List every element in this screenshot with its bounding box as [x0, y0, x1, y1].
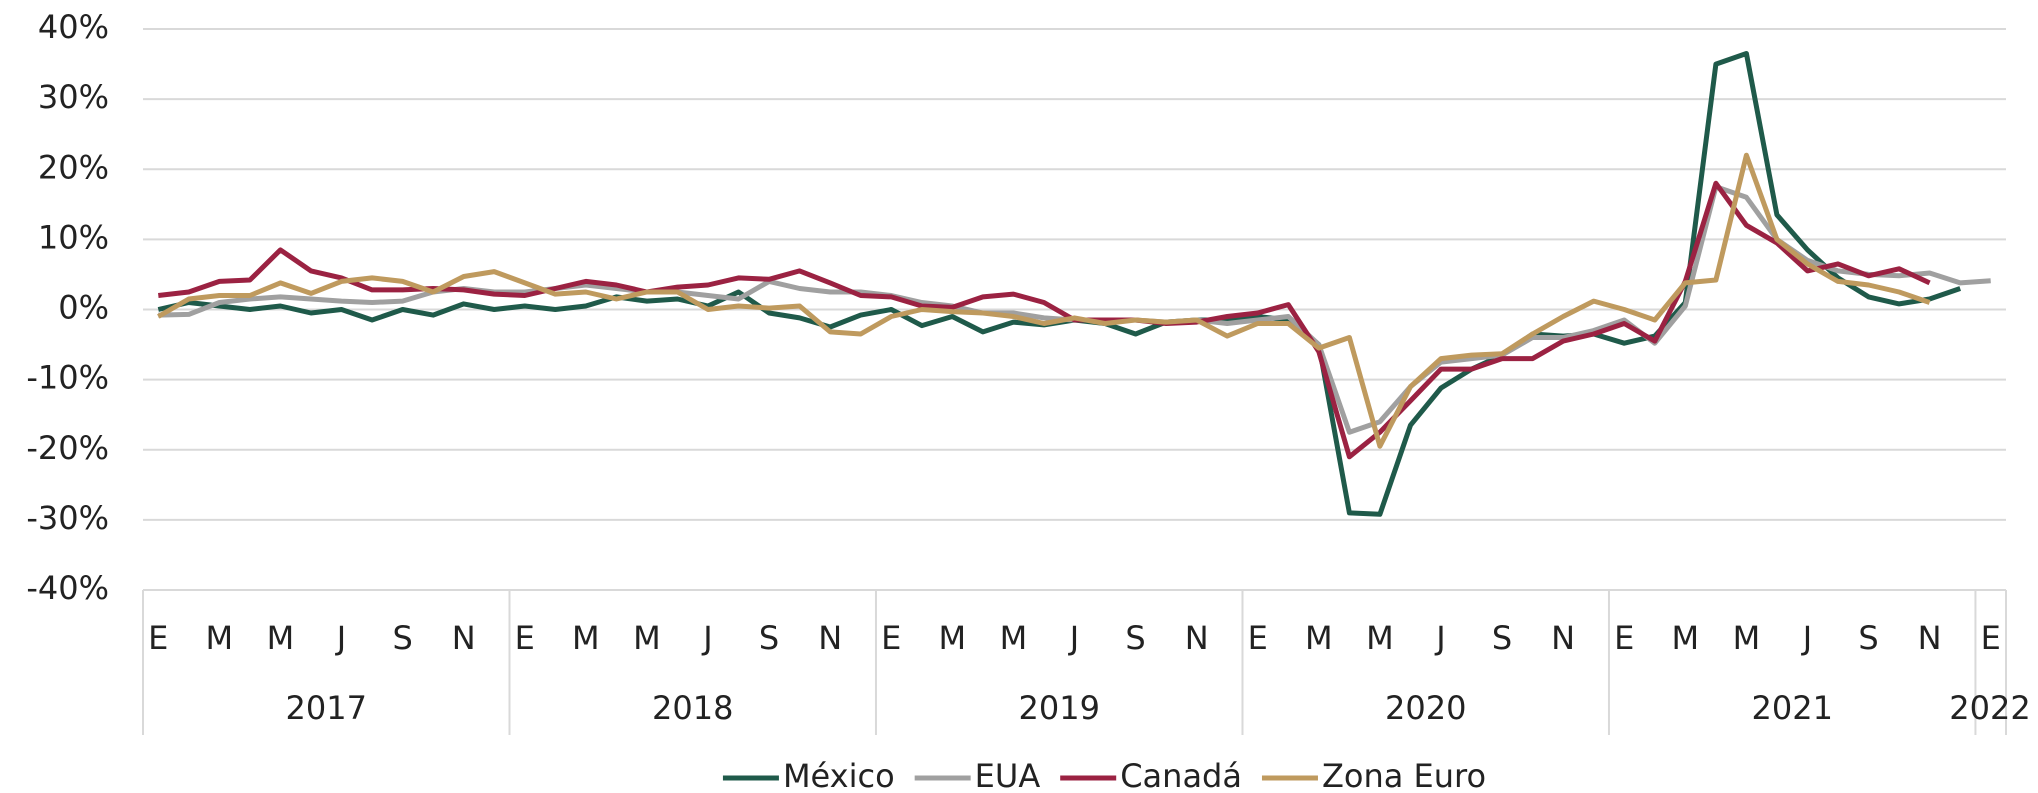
x-tick-label: N [1918, 619, 1942, 657]
x-tick-label: M [939, 619, 967, 657]
series-line [158, 180, 1931, 460]
y-tick-label: -10% [26, 359, 109, 397]
x-tick-label: N [452, 619, 476, 657]
x-tick-label: N [1551, 619, 1575, 657]
y-tick-label: 20% [38, 148, 109, 186]
group-label: 2018 [652, 689, 733, 727]
x-tick-label: M [1305, 619, 1333, 657]
x-tick-label: M [267, 619, 295, 657]
x-tick-label: E [1981, 619, 2001, 657]
x-tick-label: S [1858, 619, 1878, 657]
x-tick-label: J [1801, 619, 1812, 657]
x-tick-label: E [1614, 619, 1634, 657]
x-tick-label: M [633, 619, 661, 657]
x-tick-label: E [148, 619, 168, 657]
series-line [157, 152, 1931, 449]
x-tick-label: N [1185, 619, 1209, 657]
y-tick-label: -40% [26, 569, 109, 607]
x-tick-label: M [572, 619, 600, 657]
x-tick-label: S [1492, 619, 1512, 657]
x-tick-label: E [881, 619, 901, 657]
y-tick-label: 0% [58, 289, 109, 327]
x-tick-label: J [1068, 619, 1079, 657]
x-tick-label: E [515, 619, 535, 657]
x-tick-label: S [759, 619, 779, 657]
legend-label: EUA [975, 757, 1041, 793]
x-tick-label: J [701, 619, 712, 657]
x-tick-label: M [1366, 619, 1394, 657]
group-label: 2019 [1019, 689, 1100, 727]
x-tick-label: J [335, 619, 346, 657]
group-label: 2017 [286, 689, 367, 727]
group-label: 2021 [1751, 689, 1832, 727]
y-tick-label: -30% [26, 499, 109, 537]
legend-label: Canadá [1120, 757, 1242, 793]
x-tick-label: N [818, 619, 842, 657]
group-label: 2020 [1385, 689, 1466, 727]
y-tick-label: 40% [38, 8, 109, 46]
legend-label: México [783, 757, 895, 793]
x-tick-label: M [1672, 619, 1700, 657]
x-tick-label: S [392, 619, 412, 657]
x-tick-label: J [1434, 619, 1445, 657]
x-tick-label: M [1733, 619, 1761, 657]
x-tick-label: S [1125, 619, 1145, 657]
y-tick-label: 30% [38, 78, 109, 116]
legend-label: Zona Euro [1322, 757, 1486, 793]
y-tick-label: -20% [26, 429, 109, 467]
group-label: 2022 [1949, 689, 2030, 727]
x-tick-label: M [206, 619, 234, 657]
x-tick-label: E [1248, 619, 1268, 657]
y-tick-label: 10% [38, 218, 109, 256]
x-tick-label: M [1000, 619, 1028, 657]
